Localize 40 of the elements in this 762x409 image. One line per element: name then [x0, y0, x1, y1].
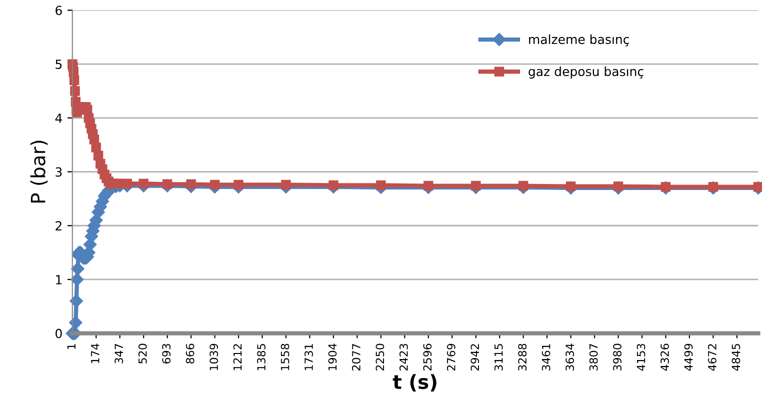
x-tick-label: 3807 — [589, 344, 598, 370]
x-tick-label: 4326 — [660, 344, 669, 371]
x-tick-label: 347 — [114, 344, 124, 364]
y-tick-label: 2 — [56, 221, 62, 230]
x-tick-label: 3288 — [518, 344, 527, 370]
y-tick-label: 1 — [56, 275, 62, 284]
x-tick-label: 4845 — [732, 344, 740, 371]
x-tick-label: 1039 — [210, 344, 218, 370]
x-tick-label: 1 — [67, 344, 76, 349]
x-tick-label: 2769 — [446, 344, 456, 371]
x-tick-label: 1558 — [280, 344, 290, 370]
x-tick-label: 4153 — [636, 344, 646, 371]
x-tick-label: 4672 — [708, 344, 716, 371]
x-axis-title: t (s) — [392, 374, 436, 392]
x-tick-label: 693 — [162, 344, 171, 364]
x-tick-label: 2250 — [376, 344, 384, 371]
x-tick-label: 2077 — [352, 344, 360, 371]
x-tick-label: 1385 — [257, 344, 266, 370]
y-tick-label: 5 — [56, 60, 62, 70]
x-tick-label: 4499 — [684, 344, 693, 371]
x-tick-label: 2423 — [399, 344, 408, 371]
x-tick-label: 3634 — [566, 344, 574, 370]
x-tick-label: 3980 — [613, 344, 622, 370]
y-tick-label: 4 — [55, 114, 62, 123]
y-axis-title: P (bar) — [30, 140, 48, 203]
x-tick-label: 3115 — [494, 344, 503, 370]
y-tick-label: 6 — [56, 6, 62, 16]
legend-label: malzeme basınç — [529, 34, 629, 46]
y-tick-label: 0 — [56, 328, 62, 338]
x-tick-label: 2942 — [470, 344, 480, 371]
x-tick-label: 3461 — [542, 344, 550, 370]
x-tick-label: 1731 — [304, 344, 313, 370]
x-tick-label: 2596 — [423, 344, 432, 371]
x-tick-label: 174 — [91, 344, 100, 364]
x-tick-label: 1904 — [328, 344, 337, 370]
x-tick-label: 520 — [138, 344, 147, 364]
legend-label: gaz deposu basınç — [528, 66, 644, 79]
x-tick-label: 1212 — [233, 344, 242, 370]
y-tick-label: 3 — [56, 167, 62, 177]
x-tick-label: 866 — [186, 344, 194, 364]
